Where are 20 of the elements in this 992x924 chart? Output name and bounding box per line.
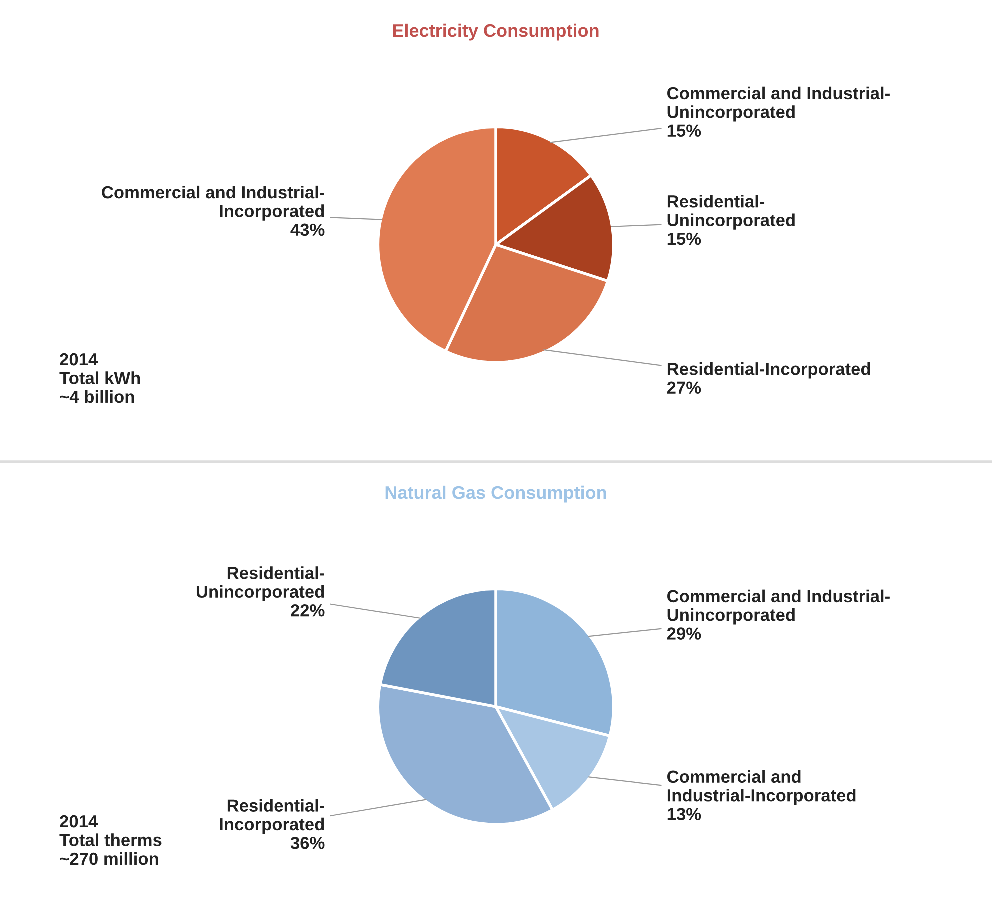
text: 2014 Total kWh ~4 billion <box>60 353 140 404</box>
data-label: 13% <box>668 808 702 820</box>
slice-label: Commercial and Industrial-Incorporated <box>668 770 856 806</box>
data-label: 22% <box>291 604 325 617</box>
data-label: 15% <box>668 232 702 246</box>
data-label: 36% <box>290 837 325 850</box>
slice-label: Residential- Unincorporated <box>668 195 795 230</box>
data-label: 43% <box>290 224 325 236</box>
chart-title: Natural Gas Consumption <box>386 486 606 503</box>
data-label: 27% <box>667 382 702 394</box>
chart-title: Electricity Consumption <box>393 24 599 41</box>
slice-label: Commercial and Industrial- Incorporated <box>102 186 325 221</box>
slice-label: Residential- Unincorporated <box>196 566 325 602</box>
text: 2014 Total therms ~270 million <box>60 815 162 866</box>
slice-label: Commercial and Industrial- Unincorporated <box>668 590 890 625</box>
data-label: 15% <box>668 124 702 138</box>
slice-label: Commercial and Industrial- Unincorporated <box>668 86 890 122</box>
data-label: 29% <box>667 628 702 640</box>
slice-label: Residential- Incorporated <box>220 799 325 834</box>
slice-label: Residential-Incorporated <box>668 362 870 379</box>
